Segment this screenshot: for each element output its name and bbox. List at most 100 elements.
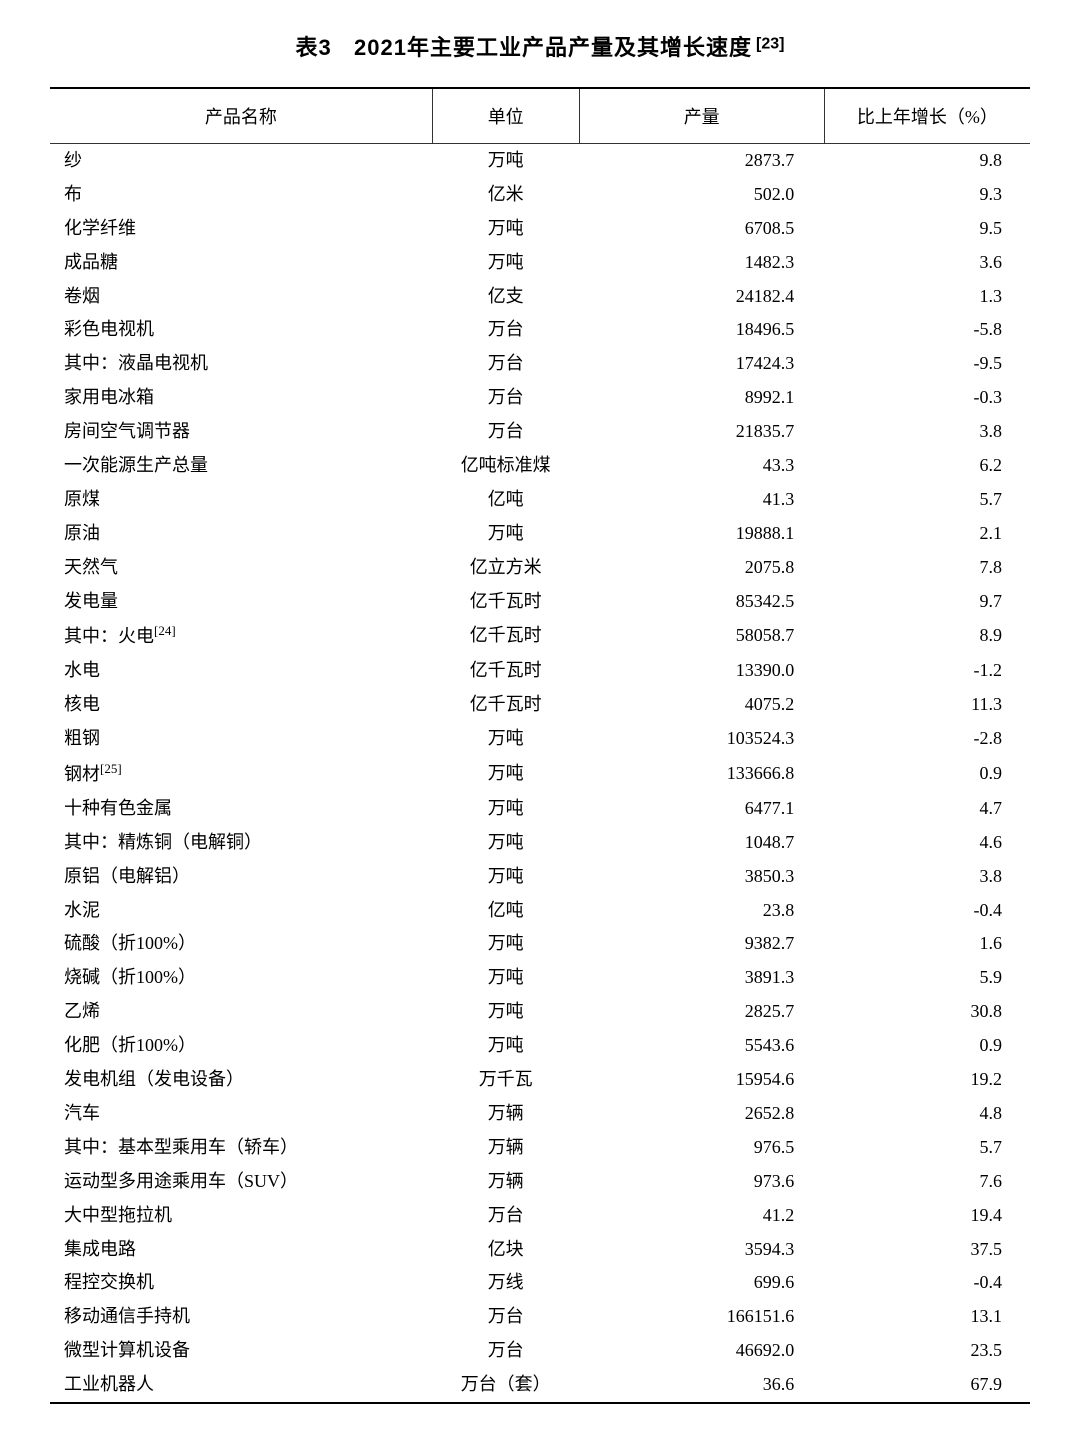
cell-output: 973.6 xyxy=(579,1165,824,1199)
product-name-text: 汽车 xyxy=(64,1103,100,1123)
cell-output: 41.2 xyxy=(579,1199,824,1233)
table-row: 其中：基本型乘用车（轿车）万辆976.55.7 xyxy=(50,1131,1030,1165)
cell-output: 103524.3 xyxy=(579,722,824,756)
cell-product-name: 卷烟 xyxy=(50,280,432,314)
cell-output: 3891.3 xyxy=(579,961,824,995)
cell-growth: 6.2 xyxy=(824,449,1030,483)
cell-growth: 3.6 xyxy=(824,246,1030,280)
table-row: 原油 万吨19888.12.1 xyxy=(50,517,1030,551)
col-header-growth: 比上年增长（%） xyxy=(824,88,1030,144)
product-name-text: 房间空气调节器 xyxy=(64,421,190,441)
cell-growth: 19.4 xyxy=(824,1199,1030,1233)
product-name-text: 一次能源生产总量 xyxy=(64,455,208,475)
table-row: 移动通信手持机万台166151.613.1 xyxy=(50,1300,1030,1334)
cell-unit: 万吨 xyxy=(432,144,579,178)
table-row: 原铝（电解铝）万吨3850.33.8 xyxy=(50,860,1030,894)
product-name-text: 成品糖 xyxy=(64,252,118,272)
cell-output: 17424.3 xyxy=(579,347,824,381)
cell-output: 9382.7 xyxy=(579,927,824,961)
cell-unit: 万吨 xyxy=(432,860,579,894)
cell-product-name: 大中型拖拉机 xyxy=(50,1199,432,1233)
cell-output: 13390.0 xyxy=(579,654,824,688)
table-body: 纱万吨2873.79.8布亿米502.09.3化学纤维万吨6708.59.5成品… xyxy=(50,144,1030,1403)
cell-unit: 万吨 xyxy=(432,756,579,792)
cell-unit: 亿吨 xyxy=(432,894,579,928)
cell-growth: 9.8 xyxy=(824,144,1030,178)
cell-growth: 23.5 xyxy=(824,1334,1030,1368)
cell-growth: -5.8 xyxy=(824,313,1030,347)
cell-product-name: 成品糖 xyxy=(50,246,432,280)
cell-growth: 13.1 xyxy=(824,1300,1030,1334)
product-name-text: 其中：火电 xyxy=(64,626,154,646)
cell-product-name: 原铝（电解铝） xyxy=(50,860,432,894)
cell-output: 5543.6 xyxy=(579,1029,824,1063)
cell-output: 2075.8 xyxy=(579,551,824,585)
cell-product-name: 汽车 xyxy=(50,1097,432,1131)
product-name-text: 化肥（折100%） xyxy=(64,1035,196,1055)
cell-unit: 万台（套） xyxy=(432,1368,579,1403)
cell-product-name: 乙烯 xyxy=(50,995,432,1029)
cell-unit: 万台 xyxy=(432,347,579,381)
cell-unit: 万吨 xyxy=(432,722,579,756)
cell-product-name: 十种有色金属 xyxy=(50,792,432,826)
product-name-text: 烧碱（折100%） xyxy=(64,967,196,987)
cell-output: 36.6 xyxy=(579,1368,824,1403)
cell-unit: 万吨 xyxy=(432,517,579,551)
cell-output: 4075.2 xyxy=(579,688,824,722)
cell-growth: 19.2 xyxy=(824,1063,1030,1097)
table-row: 大中型拖拉机万台41.219.4 xyxy=(50,1199,1030,1233)
cell-growth: 0.9 xyxy=(824,1029,1030,1063)
cell-unit: 亿立方米 xyxy=(432,551,579,585)
cell-product-name: 其中：火电[24] xyxy=(50,618,432,654)
product-name-text: 微型计算机设备 xyxy=(64,1340,190,1360)
cell-growth: -0.4 xyxy=(824,894,1030,928)
cell-unit: 亿千瓦时 xyxy=(432,688,579,722)
product-name-text: 纱 xyxy=(64,150,82,170)
cell-unit: 万吨 xyxy=(432,826,579,860)
cell-output: 976.5 xyxy=(579,1131,824,1165)
product-name-text: 其中：基本型乘用车（轿车） xyxy=(64,1137,298,1157)
table-row: 汽车万辆2652.84.8 xyxy=(50,1097,1030,1131)
cell-growth: -1.2 xyxy=(824,654,1030,688)
cell-unit: 万辆 xyxy=(432,1165,579,1199)
cell-growth: 8.9 xyxy=(824,618,1030,654)
title-spacer xyxy=(336,35,350,60)
product-name-text: 发电机组（发电设备） xyxy=(64,1069,244,1089)
product-name-text: 粗钢 xyxy=(64,728,100,748)
product-name-text: 原油 xyxy=(64,523,100,543)
cell-product-name: 纱 xyxy=(50,144,432,178)
table-row: 其中：精炼铜（电解铜）万吨1048.74.6 xyxy=(50,826,1030,860)
cell-growth: 11.3 xyxy=(824,688,1030,722)
cell-growth: 4.7 xyxy=(824,792,1030,826)
product-name-footnote: [25] xyxy=(100,761,122,776)
cell-output: 133666.8 xyxy=(579,756,824,792)
cell-unit: 亿吨 xyxy=(432,483,579,517)
table-row: 微型计算机设备万台46692.023.5 xyxy=(50,1334,1030,1368)
table-row: 一次能源生产总量亿吨标准煤43.36.2 xyxy=(50,449,1030,483)
cell-growth: -0.3 xyxy=(824,381,1030,415)
cell-output: 502.0 xyxy=(579,178,824,212)
table-title-prefix: 表3 xyxy=(296,35,332,60)
cell-product-name: 房间空气调节器 xyxy=(50,415,432,449)
industrial-products-table: 产品名称 单位 产量 比上年增长（%） 纱万吨2873.79.8布亿米502.0… xyxy=(50,87,1030,1404)
product-name-text: 天然气 xyxy=(64,557,118,577)
cell-product-name: 工业机器人 xyxy=(50,1368,432,1403)
cell-unit: 万吨 xyxy=(432,212,579,246)
cell-unit: 万吨 xyxy=(432,961,579,995)
cell-product-name: 原油 xyxy=(50,517,432,551)
cell-unit: 万台 xyxy=(432,1334,579,1368)
product-name-text: 原铝（电解铝） xyxy=(64,866,190,886)
product-name-text: 十种有色金属 xyxy=(64,798,172,818)
cell-product-name: 运动型多用途乘用车（SUV） xyxy=(50,1165,432,1199)
product-name-text: 彩色电视机 xyxy=(64,319,154,339)
cell-growth: 2.1 xyxy=(824,517,1030,551)
cell-output: 6477.1 xyxy=(579,792,824,826)
cell-unit: 万辆 xyxy=(432,1097,579,1131)
cell-unit: 万台 xyxy=(432,381,579,415)
cell-product-name: 微型计算机设备 xyxy=(50,1334,432,1368)
cell-output: 19888.1 xyxy=(579,517,824,551)
cell-growth: 9.7 xyxy=(824,585,1030,619)
col-header-unit: 单位 xyxy=(432,88,579,144)
cell-growth: 1.3 xyxy=(824,280,1030,314)
table-row: 布亿米502.09.3 xyxy=(50,178,1030,212)
